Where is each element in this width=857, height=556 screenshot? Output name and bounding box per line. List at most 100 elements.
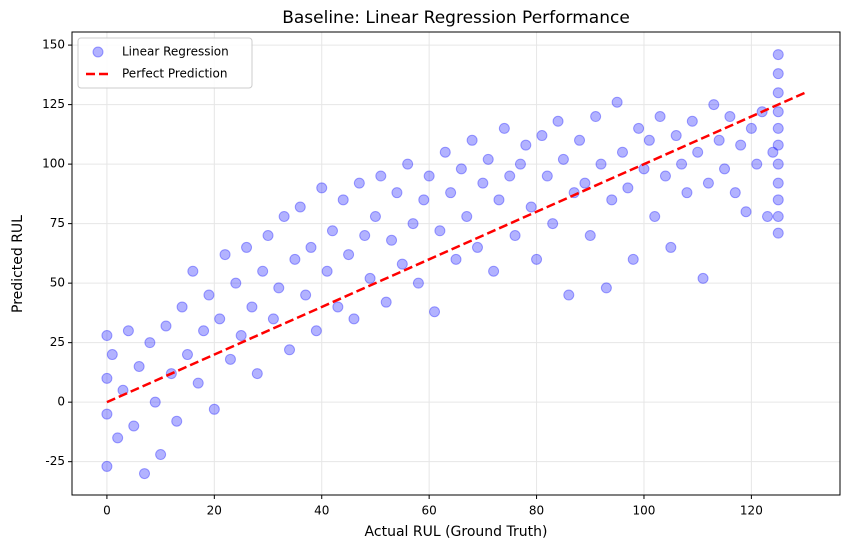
point <box>316 182 328 194</box>
point <box>600 282 612 294</box>
point <box>246 301 258 313</box>
point <box>590 111 602 123</box>
point <box>616 146 628 158</box>
point <box>482 153 494 165</box>
point <box>101 330 113 342</box>
point <box>321 265 333 277</box>
point <box>772 49 784 61</box>
point <box>439 146 451 158</box>
x-tick-label: 40 <box>314 504 329 518</box>
x-tick-label: 80 <box>529 504 544 518</box>
point <box>101 372 113 384</box>
point <box>525 201 537 213</box>
point <box>407 218 419 230</box>
point <box>203 289 215 301</box>
point <box>595 158 607 170</box>
point <box>772 106 784 118</box>
point <box>659 170 671 182</box>
legend-label: Linear Regression <box>122 45 229 59</box>
point <box>310 325 322 337</box>
point <box>504 170 516 182</box>
point <box>702 177 714 189</box>
point <box>643 134 655 146</box>
point <box>160 320 172 332</box>
point <box>369 210 381 222</box>
point <box>230 277 242 289</box>
point <box>262 230 274 242</box>
point <box>112 432 124 444</box>
point <box>579 177 591 189</box>
point <box>514 158 526 170</box>
x-tick-label: 120 <box>740 504 763 518</box>
point <box>697 272 709 284</box>
point <box>418 194 430 206</box>
point <box>391 187 403 199</box>
point <box>396 258 408 270</box>
point <box>740 206 752 218</box>
point <box>106 349 118 361</box>
point <box>257 265 269 277</box>
point <box>139 468 151 480</box>
point <box>386 234 398 246</box>
y-tick-label: -25 <box>45 454 65 468</box>
point <box>536 130 548 142</box>
point <box>122 325 134 337</box>
point <box>326 225 338 237</box>
point <box>584 230 596 242</box>
point <box>133 360 145 372</box>
point <box>681 187 693 199</box>
point <box>772 194 784 206</box>
point <box>284 344 296 356</box>
x-axis-label: Actual RUL (Ground Truth) <box>365 524 548 540</box>
point <box>208 403 220 415</box>
point <box>708 99 720 111</box>
point <box>380 296 392 308</box>
point <box>520 139 532 151</box>
point <box>429 306 441 318</box>
point <box>772 227 784 239</box>
point <box>772 210 784 222</box>
point <box>531 253 543 265</box>
point <box>729 187 741 199</box>
point <box>181 349 193 361</box>
legend-marker <box>92 46 104 58</box>
point <box>649 210 661 222</box>
point <box>633 122 645 134</box>
point <box>735 139 747 151</box>
point <box>305 241 317 253</box>
point <box>563 289 575 301</box>
point <box>509 230 521 242</box>
point <box>267 313 279 325</box>
point <box>574 134 586 146</box>
point <box>767 146 779 158</box>
plot-frame <box>71 31 841 496</box>
point <box>353 177 365 189</box>
point <box>611 96 623 108</box>
point <box>224 353 236 365</box>
point <box>461 210 473 222</box>
point <box>289 253 301 265</box>
point <box>466 134 478 146</box>
legend-label: Perfect Prediction <box>122 67 227 81</box>
legend-box <box>77 37 253 89</box>
point <box>241 241 253 253</box>
point <box>761 210 773 222</box>
point <box>670 130 682 142</box>
point <box>171 415 183 427</box>
point <box>364 272 376 284</box>
point <box>337 194 349 206</box>
point <box>198 325 210 337</box>
point <box>101 460 113 472</box>
point <box>471 241 483 253</box>
point <box>772 68 784 80</box>
point <box>176 301 188 313</box>
point <box>144 337 156 349</box>
point <box>450 253 462 265</box>
point <box>772 139 784 151</box>
point <box>445 187 457 199</box>
point <box>493 194 505 206</box>
point <box>547 218 559 230</box>
point <box>278 210 290 222</box>
point <box>214 313 226 325</box>
